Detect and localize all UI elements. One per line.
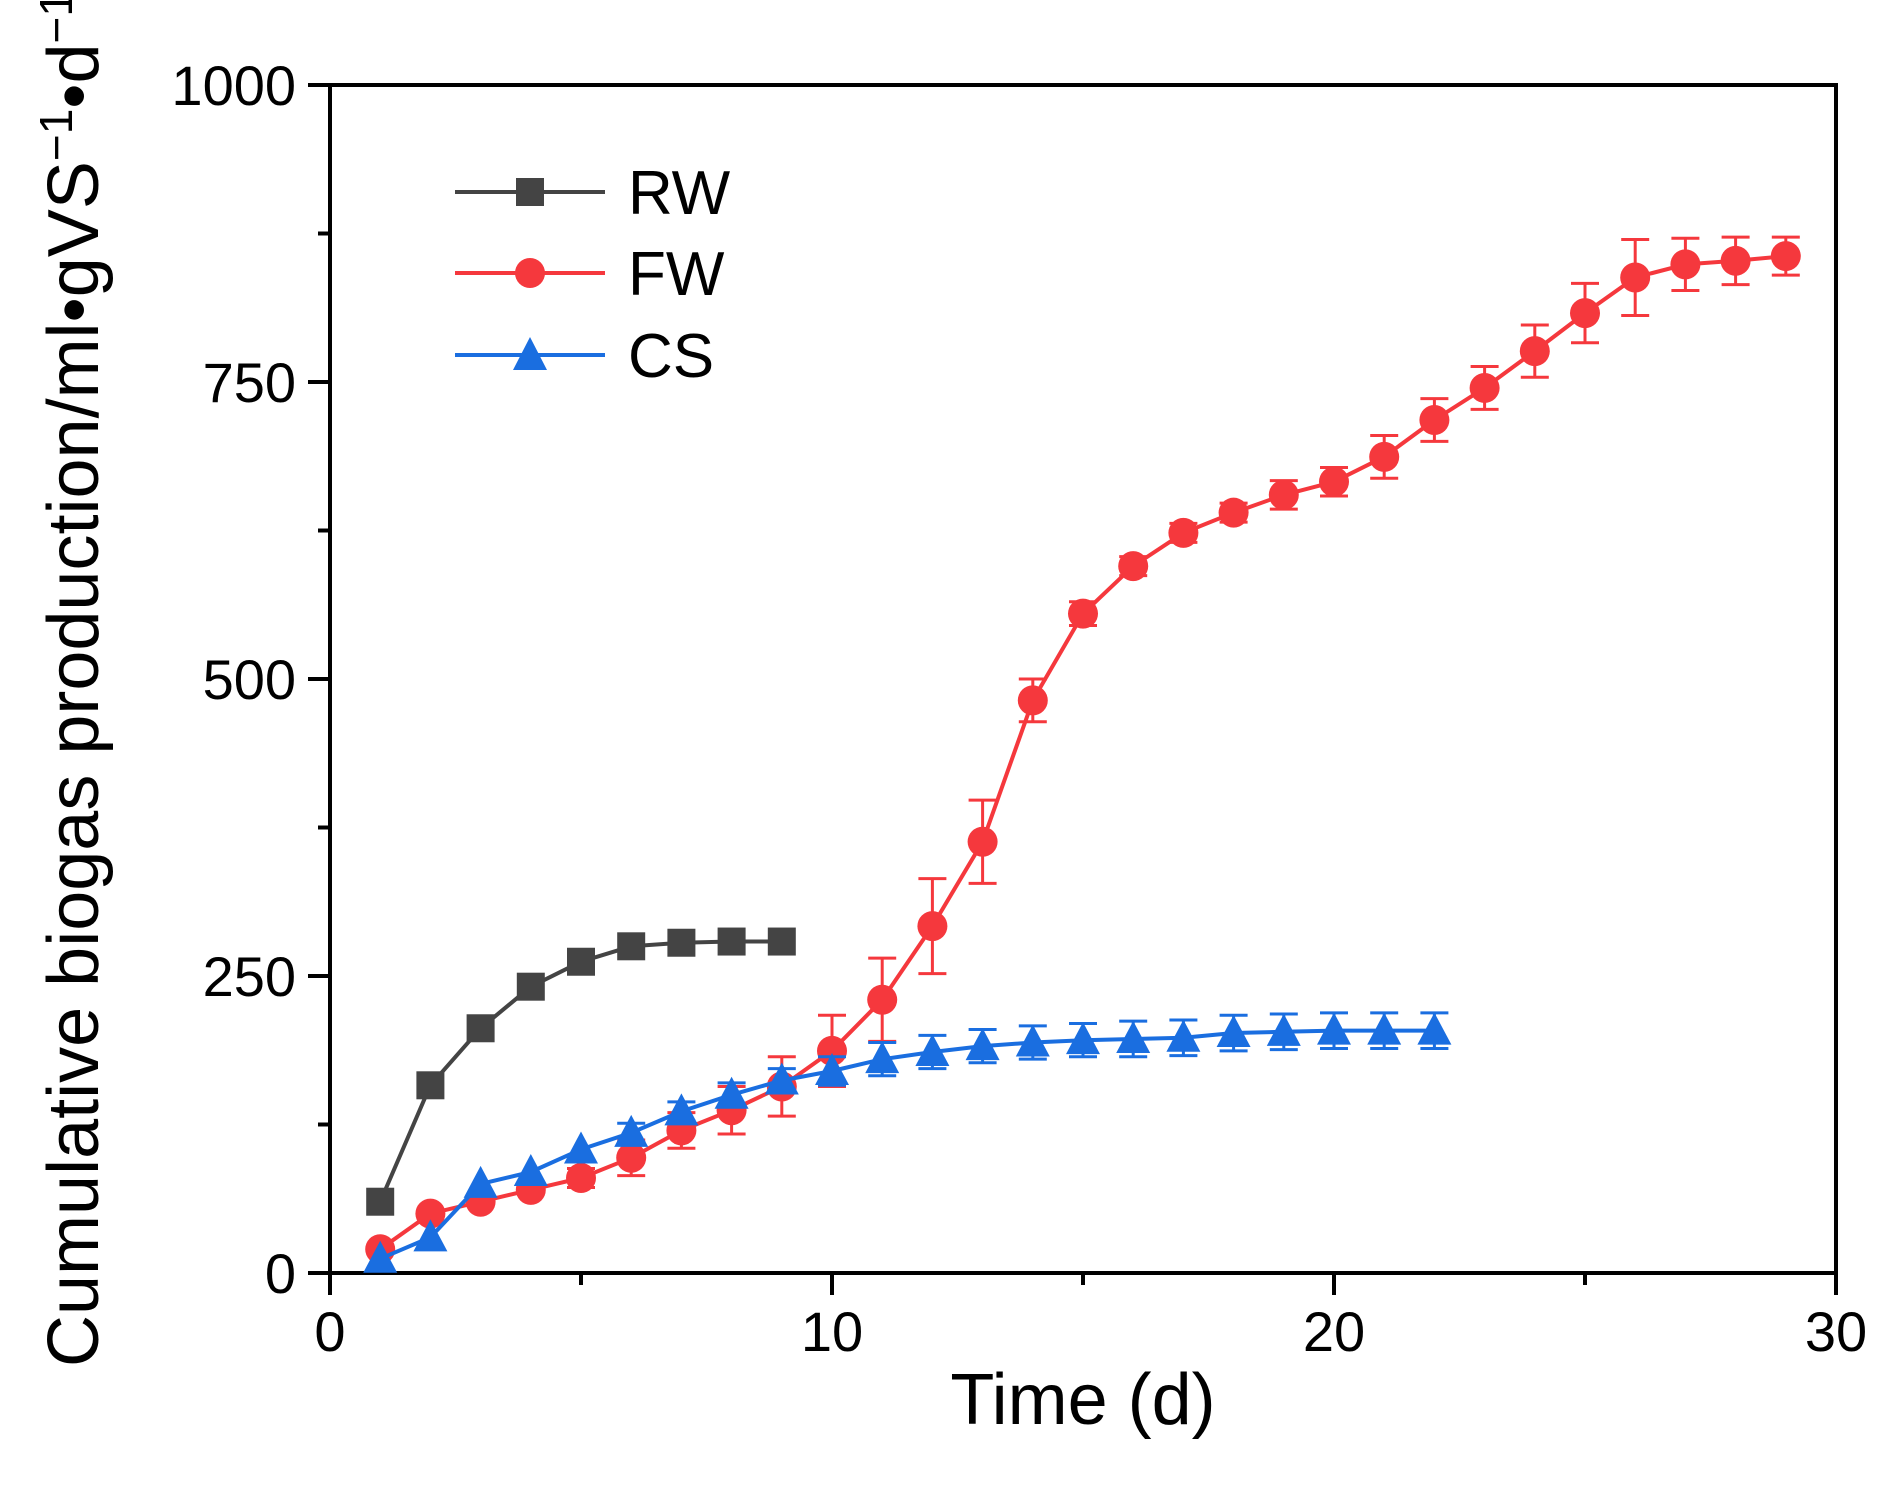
data-point-rw [366, 1187, 395, 1216]
data-point-cs [564, 1131, 598, 1164]
data-point-cs [1317, 1012, 1351, 1045]
y-axis-title-main: Cumulative biogas production/ml•gVS [34, 161, 114, 1367]
series-line-cs [379, 1028, 1435, 1261]
data-point-fw [817, 1035, 847, 1066]
y-tick-label: 1000 [171, 54, 296, 117]
y-tick-label: 750 [203, 351, 296, 414]
legend-marker-rw [516, 178, 544, 206]
y-tick-label: 250 [203, 945, 296, 1008]
data-point-fw [1068, 598, 1098, 629]
data-point-cs [965, 1028, 1000, 1061]
data-point-fw [1419, 405, 1450, 436]
data-point-fw [1369, 441, 1400, 472]
data-point-cs [1166, 1019, 1201, 1052]
data-point-fw [1620, 262, 1651, 293]
data-point-cs [1015, 1024, 1050, 1057]
data-point-fw [1218, 497, 1249, 528]
data-point-fw [415, 1198, 446, 1229]
data-point-cs [1116, 1020, 1151, 1053]
y-axis-title-mid: •d [34, 43, 114, 108]
y-tick-label: 0 [265, 1242, 296, 1305]
y-axis-title-sup-2: −1 [30, 0, 82, 43]
data-point-cs [815, 1053, 849, 1086]
series-cs [363, 1011, 1452, 1273]
data-point-cs [1417, 1012, 1452, 1045]
data-point-fw [917, 911, 948, 942]
data-point-fw [1017, 685, 1048, 716]
data-point-fw [566, 1162, 596, 1193]
data-point-fw [1268, 479, 1299, 510]
data-point-fw [1570, 298, 1600, 329]
data-point-cs [1216, 1015, 1251, 1048]
legend-label-fw: FW [628, 240, 725, 309]
data-point-cs [664, 1093, 699, 1126]
data-point-cs [614, 1114, 649, 1147]
x-tick-label: 20 [1303, 1300, 1365, 1363]
legend-marker-cs [513, 337, 547, 370]
x-tick-label: 10 [801, 1300, 863, 1363]
legend-item-rw: RW [455, 159, 731, 228]
data-point-cs [463, 1165, 498, 1198]
y-axis-title: Cumulative biogas production/ml•gVS−1•d−… [30, 0, 114, 1367]
data-point-fw [1770, 241, 1801, 272]
data-point-cs [764, 1062, 799, 1095]
series-rw [366, 927, 796, 1216]
data-point-cs [1066, 1022, 1100, 1055]
y-axis-title-sup-1: −1 [30, 109, 82, 161]
data-point-rw [667, 928, 696, 957]
legend: RW FW CS [455, 159, 731, 391]
data-point-rw [466, 1014, 495, 1043]
data-point-rw [767, 927, 796, 956]
axis-ticks: 0 10 20 30 0 250 500 750 1000 [171, 54, 1867, 1363]
data-point-cs [1266, 1013, 1301, 1046]
data-point-rw [717, 927, 746, 956]
legend-label-cs: CS [628, 322, 714, 391]
data-point-rw [516, 972, 545, 1001]
data-point-cs [1367, 1012, 1402, 1045]
data-point-fw [1168, 517, 1199, 548]
data-point-fw [1720, 245, 1751, 276]
data-point-cs [865, 1041, 900, 1074]
legend-marker-fw [515, 258, 545, 288]
data-point-fw [867, 984, 898, 1015]
data-point-fw [967, 826, 998, 857]
y-tick-label: 500 [203, 648, 296, 711]
x-tick-label: 0 [314, 1300, 345, 1363]
plot-area-frame [328, 83, 1838, 1275]
data-point-cs [413, 1219, 448, 1252]
x-axis-title: Time (d) [950, 1360, 1215, 1440]
legend-item-cs: CS [455, 322, 714, 391]
legend-label-rw: RW [628, 159, 731, 228]
data-point-fw [1519, 336, 1550, 367]
data-point-fw [616, 1142, 647, 1173]
series-line-fw [379, 254, 1786, 1251]
data-point-fw [1319, 466, 1349, 497]
data-point-cs [363, 1240, 398, 1273]
data-point-fw [1118, 551, 1149, 582]
data-point-cs [915, 1034, 950, 1067]
series-layer [363, 235, 1801, 1273]
x-tick-label: 30 [1805, 1300, 1867, 1363]
data-point-fw [1469, 372, 1500, 403]
data-point-cs [714, 1076, 749, 1109]
legend-item-fw: FW [455, 240, 725, 309]
data-point-rw [416, 1071, 445, 1100]
data-point-fw [1670, 249, 1701, 280]
series-fw [365, 235, 1801, 1265]
data-point-rw [567, 947, 595, 976]
data-point-cs [513, 1154, 548, 1187]
data-point-rw [617, 932, 646, 961]
